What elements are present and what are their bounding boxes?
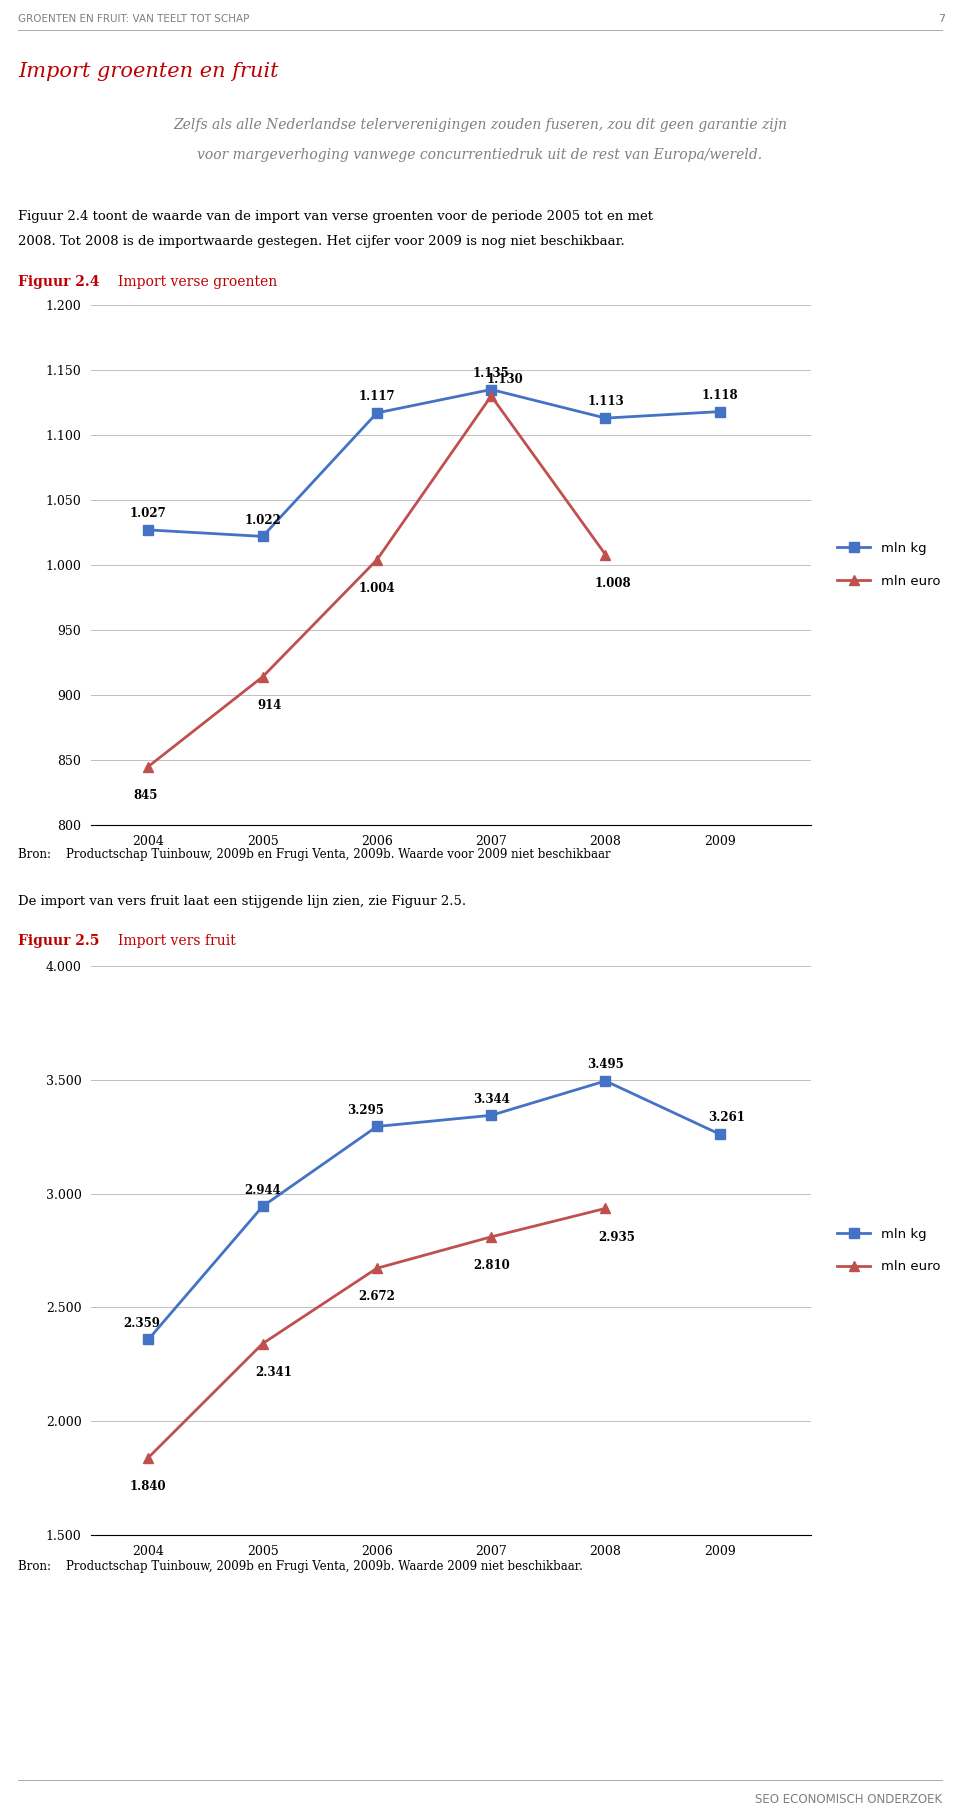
Text: 1.004: 1.004 [359, 582, 396, 595]
Text: voor margeverhoging vanwege concurrentiedruk uit de rest van Europa/wereld.: voor margeverhoging vanwege concurrentie… [198, 149, 762, 161]
Legend: mln kg, mln euro: mln kg, mln euro [832, 1223, 946, 1279]
Text: 3.261: 3.261 [708, 1112, 745, 1125]
Text: Figuur 2.4: Figuur 2.4 [18, 276, 100, 288]
Text: Bron:    Productschap Tuinbouw, 2009b en Frugi Venta, 2009b. Waarde 2009 niet be: Bron: Productschap Tuinbouw, 2009b en Fr… [18, 1560, 583, 1573]
Text: 1.118: 1.118 [702, 388, 738, 403]
Text: 845: 845 [133, 789, 157, 802]
Text: 7: 7 [938, 15, 945, 24]
Text: Import verse groenten: Import verse groenten [118, 276, 277, 288]
Text: 2.359: 2.359 [123, 1317, 159, 1330]
Text: Bron:    Productschap Tuinbouw, 2009b en Frugi Venta, 2009b. Waarde voor 2009 ni: Bron: Productschap Tuinbouw, 2009b en Fr… [18, 847, 611, 862]
Text: Figuur 2.5: Figuur 2.5 [18, 934, 100, 949]
Text: Zelfs als alle Nederlandse telerverenigingen zouden fuseren, zou dit geen garant: Zelfs als alle Nederlandse telerverenigi… [173, 118, 787, 132]
Text: 914: 914 [257, 698, 282, 713]
Legend: mln kg, mln euro: mln kg, mln euro [832, 537, 946, 593]
Text: 1.113: 1.113 [588, 395, 624, 408]
Text: 1.135: 1.135 [473, 366, 510, 379]
Text: 1.840: 1.840 [130, 1480, 167, 1493]
Text: 1.022: 1.022 [244, 513, 281, 526]
Text: SEO ECONOMISCH ONDERZOEK: SEO ECONOMISCH ONDERZOEK [755, 1792, 942, 1807]
Text: GROENTEN EN FRUIT: VAN TEELT TOT SCHAP: GROENTEN EN FRUIT: VAN TEELT TOT SCHAP [18, 15, 250, 24]
Text: 3.344: 3.344 [472, 1092, 510, 1105]
Text: 1.008: 1.008 [594, 577, 631, 590]
Text: 3.495: 3.495 [588, 1058, 624, 1072]
Text: 3.295: 3.295 [348, 1103, 384, 1117]
Text: Figuur 2.4 toont de waarde van de import van verse groenten voor de periode 2005: Figuur 2.4 toont de waarde van de import… [18, 210, 653, 223]
Text: 2008. Tot 2008 is de importwaarde gestegen. Het cijfer voor 2009 is nog niet bes: 2008. Tot 2008 is de importwaarde gesteg… [18, 236, 625, 249]
Text: De import van vers fruit laat een stijgende lijn zien, zie Figuur 2.5.: De import van vers fruit laat een stijge… [18, 894, 467, 909]
Text: 2.944: 2.944 [244, 1183, 281, 1197]
Text: 2.341: 2.341 [255, 1366, 292, 1379]
Text: 1.117: 1.117 [359, 390, 396, 403]
Text: Import vers fruit: Import vers fruit [118, 934, 236, 949]
Text: 2.810: 2.810 [473, 1259, 510, 1272]
Text: 1.027: 1.027 [130, 508, 167, 521]
Text: 1.130: 1.130 [487, 374, 523, 386]
Text: 2.672: 2.672 [358, 1290, 396, 1304]
Text: 2.935: 2.935 [598, 1230, 635, 1244]
Text: Import groenten en fruit: Import groenten en fruit [18, 62, 278, 82]
